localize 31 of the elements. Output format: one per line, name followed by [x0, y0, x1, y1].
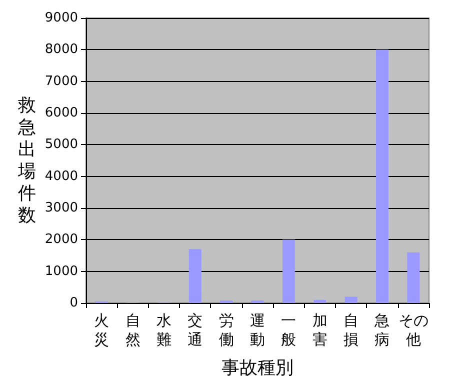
bar [344, 296, 358, 303]
bar [220, 300, 233, 303]
y-tick-label: 4000 [44, 168, 78, 184]
y-tick-label: 5000 [44, 137, 78, 152]
x-tick-label: 火災 [94, 312, 110, 348]
y-tick-label: 8000 [44, 42, 78, 58]
x-tick-label: 自損 [344, 312, 359, 348]
x-tick-label: 急病 [374, 312, 390, 348]
x-axis-title: 事故種別 [222, 358, 294, 378]
bar [188, 249, 202, 303]
y-tick-label: 2000 [44, 232, 78, 248]
bar [407, 252, 420, 303]
y-tick-label: 9000 [44, 10, 78, 26]
bar [251, 300, 264, 303]
x-tick-label: 一般 [281, 312, 296, 348]
y-tick-label: 7000 [44, 74, 78, 89]
x-tick-label: その他 [398, 312, 428, 348]
y-tick-label: 1000 [44, 264, 78, 279]
x-tick-label: 運動 [250, 312, 265, 348]
y-tick-label: 3000 [44, 200, 78, 216]
x-tick-label: 水難 [156, 312, 172, 348]
x-tick-label: 自然 [125, 312, 140, 348]
x-tick-label: 交通 [188, 312, 203, 348]
x-tick-label: 加害 [312, 312, 328, 348]
x-tick-label: 労働 [218, 312, 234, 348]
bar [314, 300, 326, 303]
y-tick-label: 6000 [44, 106, 78, 120]
bar [282, 240, 295, 303]
y-axis-title: 救急出場件数 [17, 95, 36, 226]
y-tick-label: 0 [70, 296, 78, 310]
bar [376, 50, 388, 303]
